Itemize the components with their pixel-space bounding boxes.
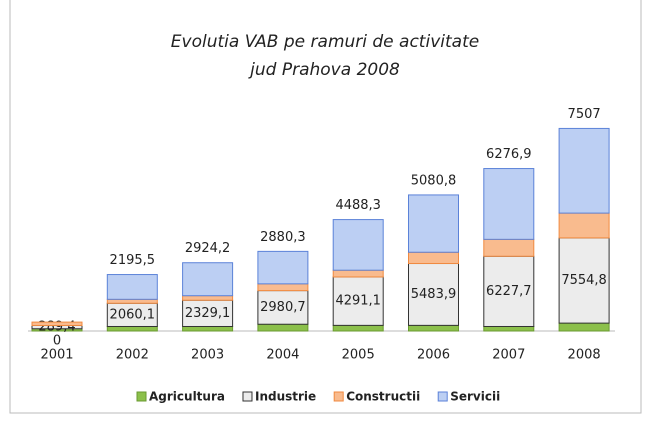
bar-segment: [182, 325, 234, 332]
bar-segment: [332, 219, 384, 271]
bar-segment: [257, 283, 309, 292]
x-tick-label: 2008: [568, 348, 601, 363]
legend-label: Industrie: [255, 390, 316, 404]
data-label: 0: [53, 334, 61, 349]
bar-segment: [106, 325, 158, 332]
data-label: 4488,3: [335, 198, 381, 213]
chart-frame: [9, 0, 642, 414]
data-label: 2329,1: [185, 306, 231, 321]
bar-segment: [257, 323, 309, 332]
x-tick-label: 2007: [492, 348, 525, 363]
bar-segment: [257, 290, 309, 325]
data-label: 7554,8: [561, 273, 607, 288]
bar-segment: [182, 299, 234, 327]
x-tick-label: 2002: [116, 348, 149, 363]
bar-segment: [558, 237, 610, 324]
legend-swatch: [333, 391, 344, 402]
data-label: 2880,3: [260, 230, 306, 245]
data-label: 6276,9: [486, 147, 532, 162]
legend-label: Servicii: [450, 390, 500, 404]
legend-label: Agricultura: [149, 390, 225, 404]
legend-swatch: [136, 391, 147, 402]
bar-segment: [408, 251, 459, 265]
data-label: 2060,1: [110, 307, 156, 322]
bar-segment: [408, 263, 459, 326]
bar-segment: [332, 324, 384, 332]
bar-segment: [31, 321, 83, 326]
bar-segment: [558, 322, 610, 332]
x-tick-label: 2004: [266, 348, 299, 363]
bar-segment: [182, 295, 234, 301]
bar-segment: [332, 276, 384, 326]
data-label: 5483,9: [411, 287, 457, 302]
bar-segment: [106, 298, 158, 304]
bar-segment: [106, 274, 158, 300]
bar-segment: [483, 168, 535, 240]
x-tick-label: 2006: [417, 348, 450, 363]
data-label: 2924,2: [185, 241, 231, 256]
data-label: 2980,7: [260, 300, 306, 315]
legend-label: Constructii: [346, 390, 420, 404]
data-label: 5080,8: [411, 173, 457, 188]
data-label: 6227,7: [486, 284, 532, 299]
data-label: 4291,1: [335, 294, 381, 309]
bar-segment: [408, 324, 459, 332]
bar-segment: [558, 127, 610, 214]
x-tick-label: 2005: [342, 348, 375, 363]
bar-segment: [483, 255, 535, 327]
legend-swatch: [242, 391, 253, 402]
x-tick-label: 2001: [40, 348, 73, 363]
bar-segment: [558, 212, 610, 239]
x-tick-label: 2003: [191, 348, 224, 363]
legend-swatch: [437, 391, 448, 402]
bar-segment: [483, 325, 535, 332]
data-label: 2195,5: [110, 253, 156, 268]
bar-segment: [483, 238, 535, 257]
chart-title: Evolutia VAB pe ramuri de activitate: [171, 32, 479, 52]
bar-segment: [182, 262, 234, 297]
data-label: 7507: [568, 107, 601, 122]
bar-segment: [332, 269, 384, 278]
bar-segment: [408, 194, 459, 253]
chart-title: jud Prahova 2008: [248, 60, 400, 80]
bar-segment: [257, 250, 309, 285]
